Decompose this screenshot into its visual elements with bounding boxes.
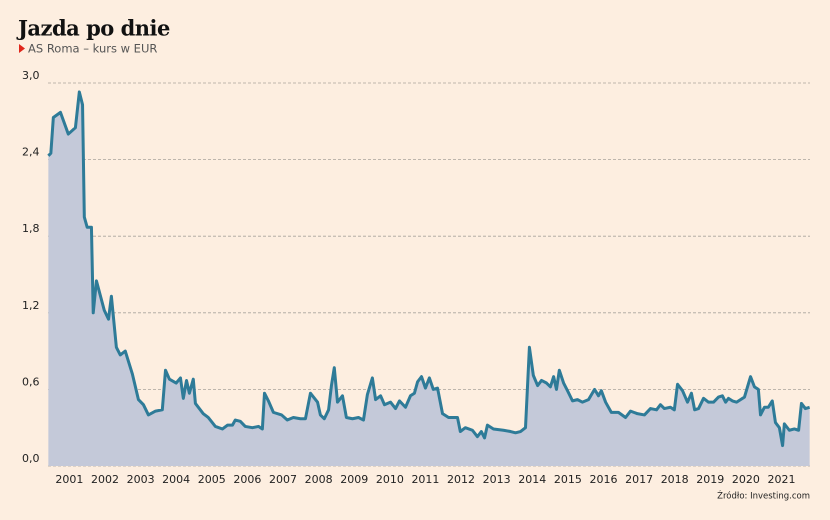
x-tick-label: 2019 bbox=[696, 473, 724, 486]
source: Źródło: Investing.com bbox=[717, 490, 810, 502]
x-tick-label: 2020 bbox=[732, 473, 760, 486]
x-tick-label: 2007 bbox=[269, 473, 297, 486]
x-tick-label: 2006 bbox=[233, 473, 261, 486]
x-tick-label: 2011 bbox=[411, 473, 439, 486]
x-tick-label: 2003 bbox=[127, 473, 155, 486]
x-tick-label: 2001 bbox=[55, 473, 83, 486]
x-tick-label: 2018 bbox=[661, 473, 689, 486]
x-tick-label: 2010 bbox=[376, 473, 404, 486]
x-tick-label: 2017 bbox=[625, 473, 653, 486]
y-tick-label: 2,4 bbox=[22, 146, 40, 159]
y-tick-label: 1,8 bbox=[22, 222, 40, 235]
x-tick-label: 2014 bbox=[518, 473, 546, 486]
y-tick-label: 0,6 bbox=[22, 375, 40, 388]
subtitle-marker bbox=[19, 44, 25, 53]
x-tick-label: 2009 bbox=[340, 473, 368, 486]
line bbox=[47, 90, 811, 448]
x-tick-label: 2008 bbox=[305, 473, 333, 486]
x-tick-label: 2005 bbox=[198, 473, 226, 486]
x-tick-label: 2015 bbox=[554, 473, 582, 486]
x-tick-label: 2016 bbox=[589, 473, 617, 486]
area bbox=[48, 91, 810, 466]
x-tick-label: 2021 bbox=[768, 473, 796, 486]
x-tick-label: 2012 bbox=[447, 473, 475, 486]
x-tick-label: 2004 bbox=[162, 473, 190, 486]
y-tick-label: 1,2 bbox=[22, 299, 40, 312]
chart-subtitle: AS Roma – kurs w EUR bbox=[28, 42, 157, 56]
chart-title: Jazda po dnie bbox=[16, 16, 170, 41]
x-tick-label: 2013 bbox=[483, 473, 511, 486]
y-tick-label: 0,0 bbox=[22, 452, 40, 465]
x-tick-label: 2002 bbox=[91, 473, 119, 486]
y-tick-label: 3,0 bbox=[22, 69, 40, 82]
